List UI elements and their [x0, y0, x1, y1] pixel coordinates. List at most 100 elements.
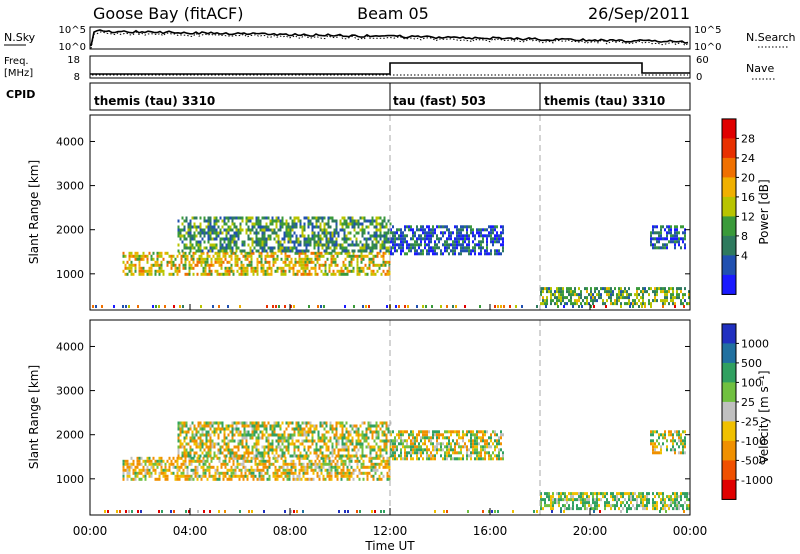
xtick-label-2: 08:00 — [273, 524, 308, 538]
freq-tick-top: 18 — [67, 55, 80, 66]
beam-title: Beam 05 — [357, 4, 429, 23]
velocity-near-range-noise — [104, 510, 685, 513]
nsky-label: N.Sky — [4, 31, 36, 44]
power-colorbar-tick-6: 4 — [741, 249, 748, 262]
nave-label: Nave — [746, 62, 774, 75]
velocity-colorbar-label: Velocity [m s⁻¹] — [757, 370, 771, 463]
velocity-colorbar-tick-5: -100 — [741, 435, 766, 448]
power-ytick-label-3: 4000 — [56, 135, 84, 148]
power-ytick-label-2: 3000 — [56, 180, 84, 193]
velocity-colorbar-tick-7: -1000 — [741, 474, 773, 487]
freq-tick-bottom: 8 — [74, 72, 80, 83]
xtick-label-1: 04:00 — [173, 524, 208, 538]
velocity-heatmap-data — [104, 421, 690, 513]
velocity-colorbar-swatch-4 — [722, 401, 736, 422]
power-colorbar-swatch-1 — [722, 138, 736, 159]
velocity-ytick-label-0: 1000 — [56, 473, 84, 486]
time-axis-label: Time UT — [364, 539, 415, 553]
power-y-ticks: 1000 2000 3000 4000 — [56, 135, 690, 281]
xtick-label-6: 00:00 — [673, 524, 708, 538]
power-colorbar-swatch-0 — [722, 118, 736, 139]
velocity-colorbar-tick-2: 100 — [741, 376, 762, 389]
velocity-colorbar-swatch-0 — [722, 323, 736, 344]
power-colorbar-swatch-3 — [722, 177, 736, 198]
nsky-tick-bottom: 10^0 — [59, 42, 86, 53]
xtick-label-4: 16:00 — [473, 524, 508, 538]
power-band-3 — [540, 287, 690, 306]
freq-panel-frame — [89, 55, 691, 79]
velocity-y-ticks: 1000 2000 3000 4000 — [56, 340, 690, 486]
power-colorbar: 28 24 20 16 12 8 4 — [721, 118, 755, 295]
power-colorbar-swatch-6 — [722, 235, 736, 256]
power-colorbar-tick-5: 8 — [741, 230, 748, 243]
power-colorbar-tick-0: 28 — [741, 132, 755, 145]
velocity-colorbar: 1000 500 100 25 -25 -100 -500 -1000 — [721, 323, 773, 500]
freq-label: Freq. — [4, 56, 29, 67]
nsearch-label: N.Search — [746, 31, 796, 44]
cpid-segment-2: tau (fast) 503 — [393, 94, 486, 108]
velocity-ytick-label-1: 2000 — [56, 429, 84, 442]
velocity-colorbar-swatch-8 — [722, 479, 736, 500]
power-ylabel: Slant Range [km] — [27, 160, 41, 264]
nsearch-tick-bottom: 10^0 — [694, 42, 721, 53]
power-colorbar-swatch-4 — [722, 196, 736, 217]
power-band-4 — [650, 225, 686, 250]
velocity-colorbar-tick-4: -25 — [741, 415, 759, 428]
velocity-colorbar-tick-0: 1000 — [741, 337, 769, 350]
nave-tick-top: 60 — [696, 55, 709, 66]
power-near-range-noise — [92, 305, 685, 308]
velocity-ylabel: Slant Range [km] — [27, 365, 41, 469]
velocity-band-2 — [390, 430, 504, 461]
power-colorbar-swatch-7 — [722, 255, 736, 276]
freq-trace — [90, 62, 690, 75]
nsky-trace — [90, 29, 689, 47]
velocity-band-3 — [540, 492, 690, 511]
velocity-colorbar-tick-3: 25 — [741, 396, 755, 409]
velocity-colorbar-swatch-2 — [722, 362, 736, 383]
power-band-2 — [390, 225, 504, 256]
velocity-ytick-label-2: 3000 — [56, 385, 84, 398]
power-colorbar-swatch-2 — [722, 157, 736, 178]
velocity-colorbar-swatch-6 — [722, 440, 736, 461]
velocity-colorbar-swatch-7 — [722, 460, 736, 481]
xtick-label-5: 20:00 — [573, 524, 608, 538]
power-band-1 — [177, 216, 392, 253]
xtick-label-3: 12:00 — [373, 524, 408, 538]
nsky-panel-frame — [89, 26, 691, 50]
power-colorbar-tick-3: 16 — [741, 191, 755, 204]
nsearch-tick-top: 10^5 — [694, 25, 721, 36]
power-band-0 — [122, 251, 391, 276]
cpid-segment-1: themis (tau) 3310 — [94, 94, 215, 108]
velocity-band-4 — [650, 430, 686, 455]
power-heatmap-data — [92, 216, 690, 308]
velocity-band-0 — [122, 456, 391, 481]
power-colorbar-tick-2: 20 — [741, 171, 755, 184]
velocity-colorbar-swatch-3 — [722, 382, 736, 403]
power-colorbar-label: Power [dB] — [757, 179, 771, 244]
power-ytick-label-1: 2000 — [56, 224, 84, 237]
nsky-tick-top: 10^5 — [59, 25, 86, 36]
xtick-label-0: 00:00 — [73, 524, 108, 538]
cpid-label: CPID — [6, 88, 35, 101]
velocity-colorbar-swatch-5 — [722, 421, 736, 442]
velocity-colorbar-tick-6: -500 — [741, 454, 766, 467]
velocity-ytick-label-3: 4000 — [56, 340, 84, 353]
velocity-x-ticks: 00:00 04:00 08:00 12:00 16:00 20:00 00:00 — [73, 304, 708, 538]
velocity-colorbar-swatch-1 — [722, 343, 736, 364]
nsearch-trace — [90, 31, 689, 49]
power-ytick-label-0: 1000 — [56, 268, 84, 281]
nave-tick-bottom: 0 — [696, 72, 702, 83]
power-colorbar-frame — [721, 118, 737, 295]
freq-unit-label: [MHz] — [4, 68, 33, 79]
cpid-segment-3: themis (tau) 3310 — [544, 94, 665, 108]
power-colorbar-swatch-8 — [722, 274, 736, 295]
velocity-colorbar-tick-1: 500 — [741, 357, 762, 370]
velocity-band-1 — [177, 421, 392, 458]
power-colorbar-tick-1: 24 — [741, 152, 755, 165]
power-colorbar-swatch-5 — [722, 216, 736, 237]
power-colorbar-tick-4: 12 — [741, 210, 755, 223]
velocity-colorbar-frame — [721, 323, 737, 500]
date-title: 26/Sep/2011 — [588, 4, 690, 23]
station-title: Goose Bay (fitACF) — [93, 4, 243, 23]
